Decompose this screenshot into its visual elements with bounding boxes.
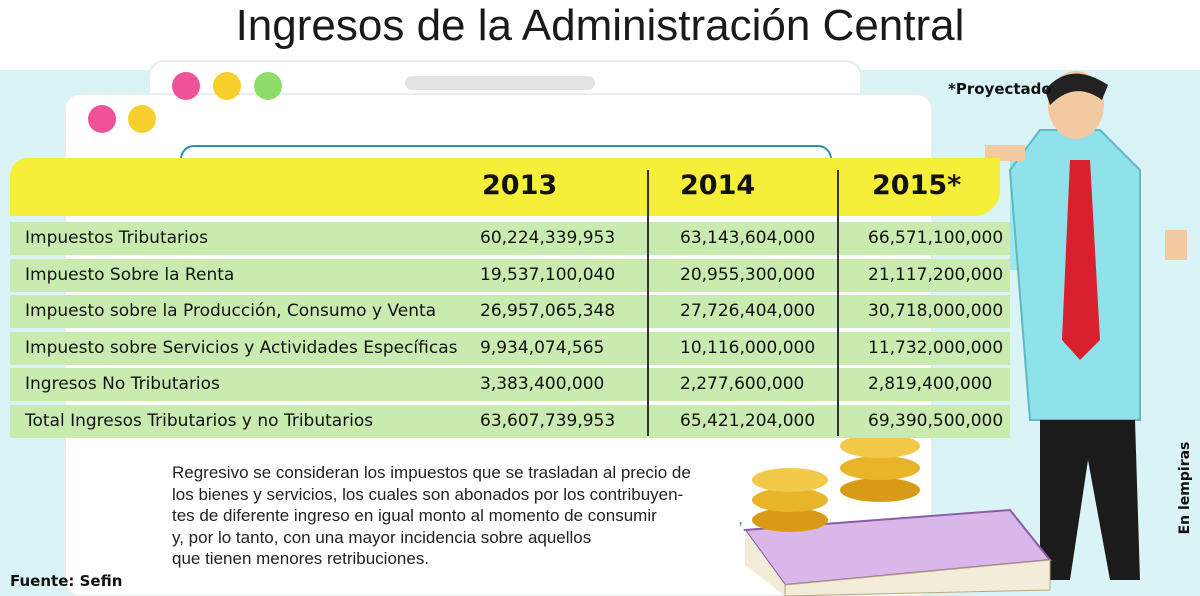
window-dot (254, 72, 282, 100)
paragraph-line: los bienes y servicios, los cuales son a… (172, 484, 684, 504)
title: Ingresos de la Administración Central (235, 1, 965, 50)
column-divider (837, 170, 839, 436)
column-header: 2013 (482, 170, 558, 201)
paragraph-line: tes de diferente ingreso en igual monto … (172, 506, 657, 525)
paragraph: Regresivo se consideran los impuestos qu… (172, 462, 691, 570)
illustration (740, 71, 1187, 596)
row-label: Impuesto sobre Servicios y Actividades E… (25, 337, 458, 358)
cell-value: 66,571,100,000 (868, 228, 1004, 248)
table-row: Total Ingresos Tributarios y no Tributar… (10, 405, 1010, 438)
hair (1045, 73, 1108, 105)
cell-value: 3,383,400,000 (480, 374, 605, 395)
note: *Proyectado (948, 80, 1052, 98)
unit-label: En lempiras (1177, 441, 1193, 535)
cell-value: 2,277,600,000 (680, 374, 805, 395)
cell-value: 26,957,065,348 (480, 301, 616, 322)
table-row: Impuestos Tributarios 60,224,339,953 63,14… (10, 222, 1010, 255)
cell-value: 69,390,500,000 (868, 411, 1004, 431)
cell-value: 63,607,739,953 (480, 411, 616, 431)
cell-value: 30,718,000,000 (868, 301, 1004, 322)
cell-value: 63,143,604,000 (680, 228, 816, 248)
coins (752, 434, 920, 532)
address-bar (405, 76, 595, 90)
paragraph-line: Regresivo se consideran los impuestos qu… (172, 463, 691, 482)
source: Fuente: Sefin (10, 572, 123, 590)
table-header (10, 158, 1000, 216)
row-label: Total Ingresos Tributarios y no Tributar… (25, 411, 374, 431)
table-row: Ingresos No Tributarios 3,383,400,000 2,27… (10, 368, 1010, 402)
hand (985, 145, 1025, 161)
cell-value: 19,537,100,040 (480, 264, 616, 285)
window-dot (213, 72, 241, 100)
row-label: Impuesto Sobre la Renta (25, 264, 235, 285)
column-header: 2014 (680, 170, 756, 201)
paragraph-line: que tienen menores retribuciones. (172, 549, 430, 568)
cell-value: 60,224,339,953 (480, 228, 616, 248)
window-dot (128, 105, 156, 133)
cell-value: 27,726,404,000 (680, 301, 816, 322)
money (740, 508, 1052, 596)
table-row: Impuesto Sobre la Renta 19,537,100,040 20,… (10, 258, 1010, 292)
tie (1062, 160, 1100, 360)
window-dot (172, 72, 200, 100)
window-dot (88, 105, 116, 133)
row-label: Impuesto sobre la Producción, Consumo y … (25, 301, 437, 322)
table-row: Impuesto sobre la Producción, Consumo y … (10, 295, 1010, 329)
row-label: Ingresos No Tributarios (25, 374, 220, 395)
cell-value: 20,955,300,000 (680, 264, 816, 285)
cell-value: 21,117,200,000 (868, 264, 1004, 285)
table-row: Impuesto sobre Servicios y Actividades E… (10, 331, 1010, 365)
column-divider (647, 170, 649, 436)
trousers (1040, 420, 1140, 580)
cell-value: 65,421,204,000 (680, 411, 816, 431)
paragraph-line: y, por lo tanto, con una mayor incidenci… (172, 527, 592, 547)
hand (1165, 230, 1187, 260)
column-header: 2015* (872, 170, 962, 201)
row-label: Impuestos Tributarios (25, 228, 208, 248)
cell-value: 2,819,400,000 (868, 374, 993, 395)
cell-value: 11,732,000,000 (868, 337, 1004, 358)
cell-value: 9,934,074,565 (480, 337, 605, 358)
cell-value: 10,116,000,000 (680, 337, 816, 358)
